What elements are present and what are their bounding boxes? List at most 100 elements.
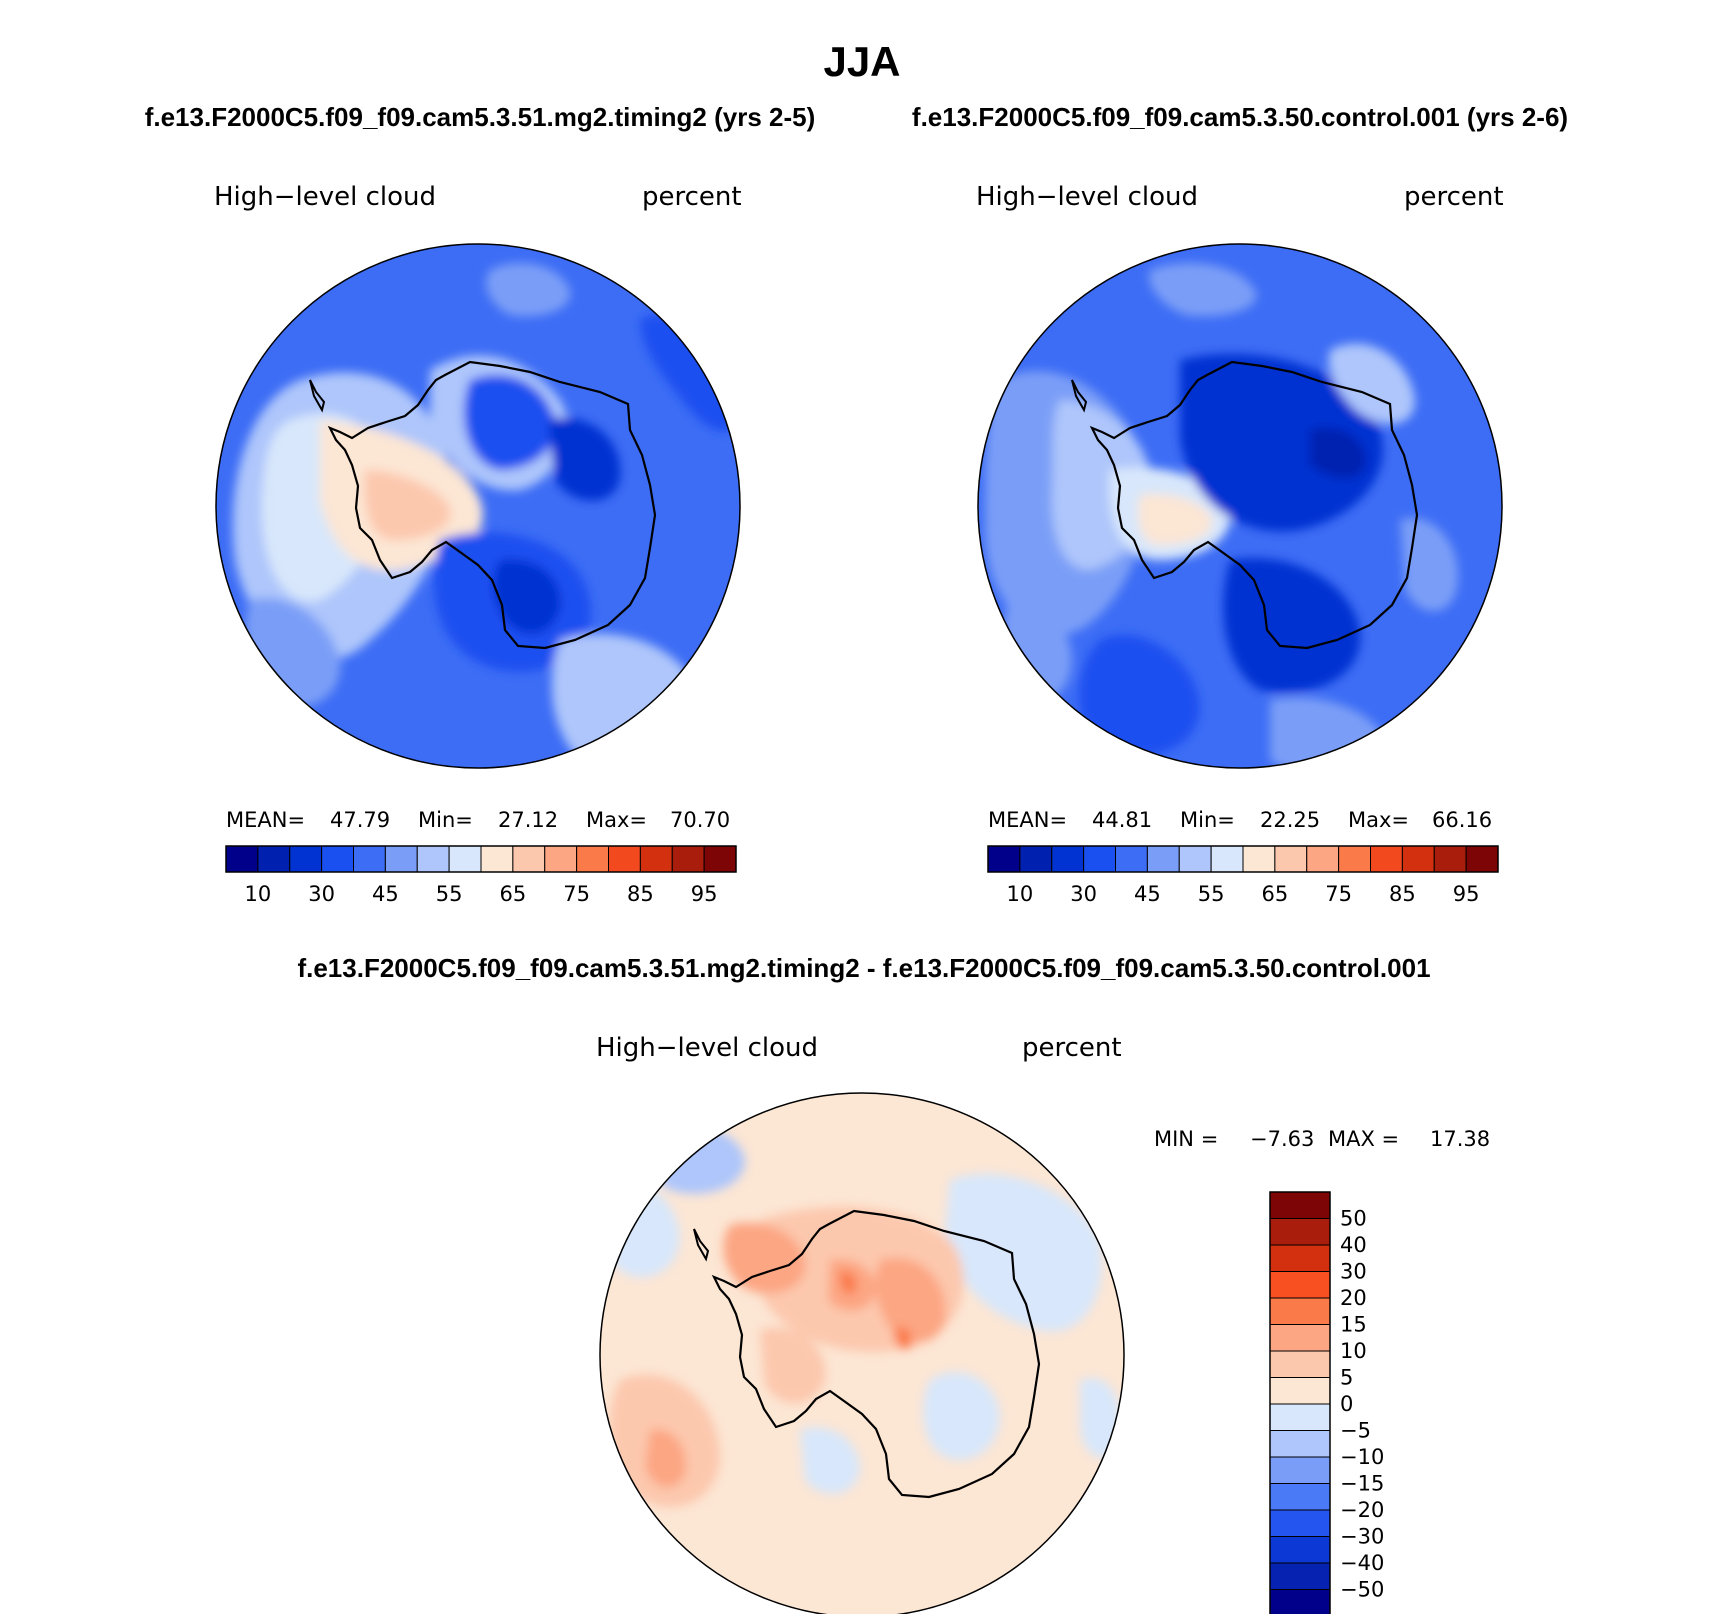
colorbar-b-tick-label: 30 (1070, 882, 1097, 906)
colorbar-a-swatch (512, 845, 546, 873)
colorbar-c-swatch (1269, 1324, 1331, 1352)
colorbar-b-frame (987, 845, 1499, 873)
panel-c-stats: MIN = −7.63 MAX = 17.38 (1154, 1127, 1490, 1151)
panel-b-case-title: f.e13.F2000C5.f09_f09.cam5.3.50.control.… (912, 102, 1568, 132)
colorbar-c-swatch (1269, 1191, 1331, 1219)
panel-a-mean-label: MEAN= (226, 808, 305, 832)
colorbar-c-swatch (1269, 1271, 1331, 1299)
colorbar-c-swatch (1269, 1430, 1331, 1458)
colorbar-b-swatch (1178, 845, 1212, 873)
colorbar-b-swatch (1146, 845, 1180, 873)
colorbar-a-swatch (321, 845, 354, 873)
panel-a-max-value: 70.70 (670, 808, 730, 832)
panel-a-stats: MEAN= 47.79 Min= 27.12 Max= 70.70 (226, 808, 730, 832)
colorbar-c-swatch (1269, 1589, 1331, 1614)
colorbar-b-swatch (1465, 845, 1499, 873)
colorbar-c-swatch (1269, 1377, 1331, 1405)
colorbar-a-tick-label: 30 (308, 882, 335, 906)
colorbar-c-swatch (1269, 1562, 1331, 1590)
colorbar-a-swatch (480, 845, 514, 873)
colorbar-c-tick-label: −15 (1340, 1472, 1384, 1496)
panel-c-units-label: percent (1022, 1033, 1122, 1063)
colorbar-c-tick-label: −50 (1340, 1578, 1384, 1602)
colorbar-a-swatch (639, 845, 673, 873)
colorbar-c-tick-label: 30 (1340, 1260, 1367, 1284)
colorbar-a-swatch (289, 845, 323, 873)
colorbar-b-tick-label: 10 (1007, 882, 1034, 906)
panel-b-stats: MEAN= 44.81 Min= 22.25 Max= 66.16 (988, 808, 1492, 832)
colorbar-b-tick-label: 85 (1389, 882, 1416, 906)
panel-a-min-value: 27.12 (498, 808, 558, 832)
colorbar-a-swatch (448, 845, 482, 873)
colorbar-b-swatch (987, 845, 1021, 873)
colorbar-a-tick-label: 95 (691, 882, 718, 906)
colorbar-c-swatch (1269, 1456, 1331, 1484)
colorbar-c-tick-label: 10 (1340, 1339, 1367, 1363)
colorbar-b-swatch (1051, 845, 1085, 873)
colorbar-c-swatch (1269, 1350, 1331, 1378)
colorbar-c-tick-label: −5 (1340, 1419, 1371, 1443)
colorbar-a-swatch (576, 845, 609, 873)
panel-c-min-value: −7.63 (1250, 1127, 1314, 1151)
colorbar-c-swatch (1269, 1509, 1331, 1537)
panel-b-variable-label: High−level cloud (976, 182, 1198, 212)
colorbar-a-frame (225, 845, 737, 873)
colorbar-b-swatch (1083, 845, 1116, 873)
colorbar-c-tick-label: −10 (1340, 1445, 1384, 1469)
panel-c-min-label: MIN = (1154, 1127, 1218, 1151)
colorbar-b-swatch (1115, 845, 1148, 873)
colorbar-c-swatch (1269, 1483, 1331, 1511)
map-panel-c (599, 1092, 1125, 1614)
colorbar-b-swatch (1401, 845, 1435, 873)
colorbar-c-swatch (1269, 1536, 1331, 1564)
panel-b-units-label: percent (1404, 182, 1504, 212)
colorbar-c-swatch (1269, 1244, 1331, 1272)
colorbar-a-swatch (353, 845, 386, 873)
colorbar-a-tick-label: 65 (500, 882, 527, 906)
colorbar-c-tick-label: 40 (1340, 1233, 1367, 1257)
colorbar-b-swatch (1210, 845, 1244, 873)
panel-c-max-value: 17.38 (1430, 1127, 1490, 1151)
panel-b-mean-label: MEAN= (988, 808, 1067, 832)
colorbar-b-swatch (1274, 845, 1308, 873)
panel-c-max-label: MAX = (1328, 1127, 1399, 1151)
colorbar-b-swatch (1306, 845, 1340, 873)
colorbar-c-tick-label: 50 (1340, 1207, 1367, 1231)
colorbar-a-swatch (608, 845, 641, 873)
colorbar-c-tick-label: 15 (1340, 1313, 1367, 1337)
colorbar-panel-b: 10 30 45 55 65 75 85 95 (987, 845, 1499, 906)
colorbar-a-swatch (384, 845, 418, 873)
figure-title: JJA (823, 38, 900, 85)
colorbar-c-tick-label: 20 (1340, 1286, 1367, 1310)
map-panel-b (977, 243, 1503, 769)
panel-b-mean-value: 44.81 (1092, 808, 1152, 832)
colorbar-b-tick-label: 95 (1453, 882, 1480, 906)
panel-b-min-value: 22.25 (1260, 808, 1320, 832)
colorbar-a-tick-label: 45 (372, 882, 399, 906)
colorbar-a-swatch (225, 845, 259, 873)
panel-a-min-label: Min= (418, 808, 473, 832)
colorbar-c-tick-label: −30 (1340, 1525, 1384, 1549)
colorbar-a-tick-label: 85 (627, 882, 654, 906)
panel-a-mean-value: 47.79 (330, 808, 390, 832)
colorbar-b-swatch (1019, 845, 1053, 873)
colorbar-b-swatch (1433, 845, 1467, 873)
colorbar-c-frame (1269, 1191, 1331, 1614)
colorbar-a-swatch (544, 845, 578, 873)
colorbar-a-swatch (257, 845, 291, 873)
colorbar-c-tick-label: 5 (1340, 1366, 1353, 1390)
colorbar-a-swatch (671, 845, 705, 873)
colorbar-c-tick-label: −40 (1340, 1551, 1384, 1575)
colorbar-b-swatch (1338, 845, 1371, 873)
colorbar-c-tick-label: −20 (1340, 1498, 1384, 1522)
panel-b-max-value: 66.16 (1432, 808, 1492, 832)
colorbar-c-swatch (1269, 1297, 1331, 1325)
colorbar-panel-a: 10 30 45 55 65 75 85 95 (225, 845, 737, 906)
panel-c-case-title: f.e13.F2000C5.f09_f09.cam5.3.51.mg2.timi… (297, 953, 1430, 983)
map-panel-a (215, 243, 741, 769)
colorbar-c-swatch (1269, 1218, 1331, 1246)
colorbar-b-tick-label: 55 (1198, 882, 1225, 906)
colorbar-c-swatch (1269, 1403, 1331, 1431)
panel-a-variable-label: High−level cloud (214, 182, 436, 212)
